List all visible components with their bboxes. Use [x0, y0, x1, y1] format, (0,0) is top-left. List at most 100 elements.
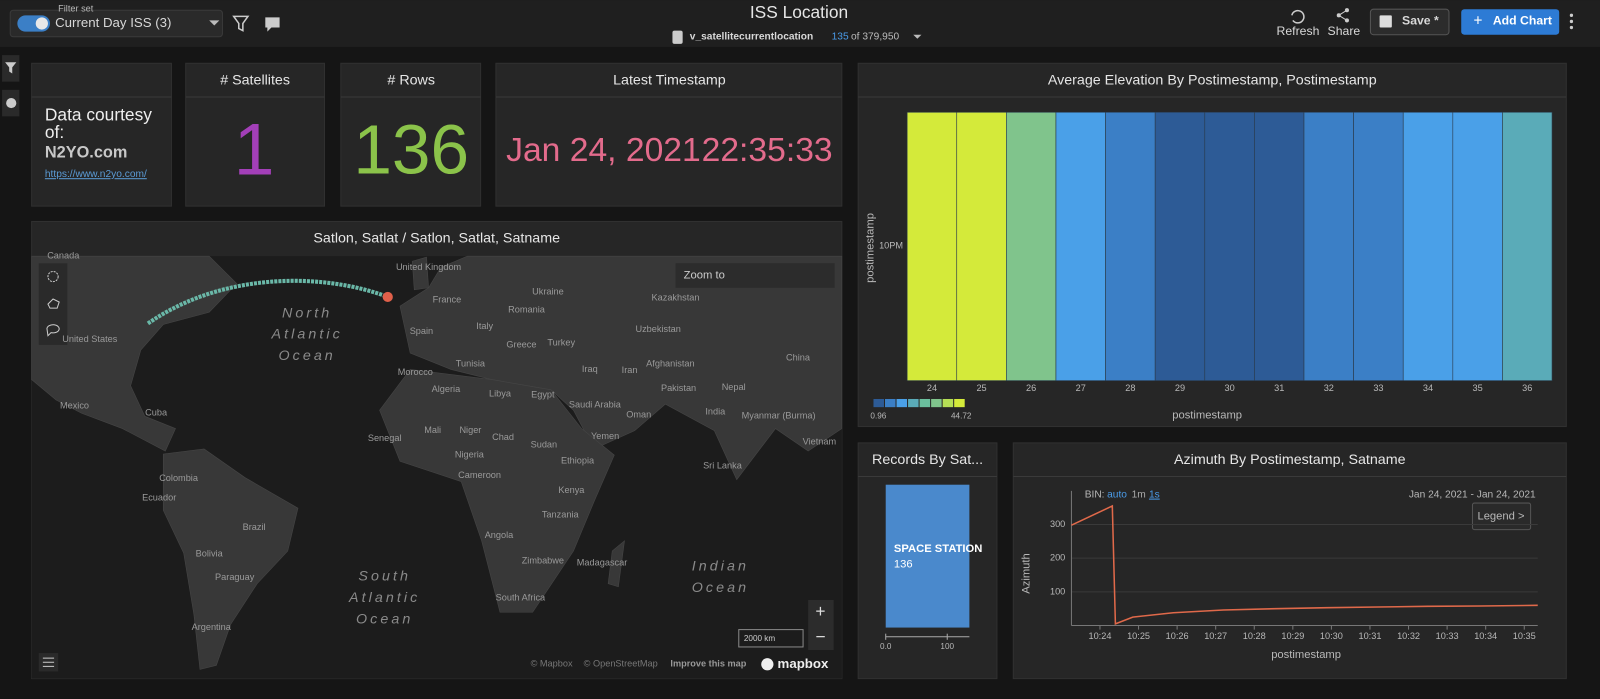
x-tick-label: 0.0 — [880, 642, 892, 651]
refresh-button[interactable]: Refresh — [1277, 24, 1320, 38]
azimuth-panel: Azimuth By Postimestamp, Satname BIN: auto… — [1012, 442, 1567, 680]
map-label: United Kingdom — [396, 262, 462, 272]
ocean-label: North Atlantic Ocean — [271, 305, 343, 364]
line-series — [1071, 504, 1538, 625]
toggle-knob — [35, 17, 48, 30]
x-tick-label: 10:27 — [1204, 631, 1227, 641]
heatmap-cell — [906, 111, 958, 381]
scale-bar — [738, 629, 804, 648]
heatmap-cell — [1452, 111, 1503, 381]
n2yo-link[interactable]: https://www.n2yo.com/ — [45, 169, 147, 180]
legend-toggle-icon — [42, 657, 55, 667]
zoom-in[interactable]: + — [815, 601, 825, 621]
bin-option[interactable]: auto — [1107, 490, 1127, 501]
iss-position[interactable] — [382, 291, 393, 303]
map-label: Ethiopia — [561, 456, 595, 466]
more-menu[interactable] — [1569, 13, 1574, 30]
card-title: # Rows — [387, 72, 435, 88]
circle-tool[interactable] — [47, 270, 59, 283]
map-label: Zimbabwe — [522, 556, 564, 566]
map-label: Sudan — [531, 439, 558, 449]
legend-min: 0.96 — [870, 411, 886, 420]
bin-label: BIN: — [1085, 490, 1105, 501]
ocean-label: Indian Ocean — [692, 558, 749, 595]
filter-set-name: Current Day ISS (3) — [55, 15, 171, 30]
timestamp-time: 22:35:33 — [702, 132, 833, 169]
zoom-to-label: Zoom to — [684, 269, 725, 281]
x-tick-label: 29 — [1175, 383, 1185, 393]
source-table[interactable]: v_satellitecurrentlocation — [690, 31, 813, 42]
x-tick-label: 10:24 — [1088, 631, 1111, 641]
map-label: Kazakhstan — [652, 292, 700, 302]
comment-icon[interactable] — [265, 17, 280, 32]
heatmap-cell — [956, 111, 1007, 381]
courtesy-text: Data courtesy of: — [44, 106, 152, 142]
scale-label: 2000 km — [744, 634, 775, 643]
zoom-to-box[interactable] — [675, 263, 835, 288]
map-label: Tunisia — [456, 359, 486, 369]
map-label: Cameroon — [458, 470, 501, 480]
x-tick-label: 32 — [1324, 383, 1334, 393]
map-label: Senegal — [368, 433, 402, 443]
x-axis-label: postimestamp — [1271, 649, 1341, 661]
bin-option[interactable]: 1s — [1149, 490, 1160, 501]
heatmap-cell — [1502, 111, 1553, 381]
heatmap-panel: Average Elevation By Postimestamp, Posti… — [857, 62, 1567, 428]
x-tick-label: 100 — [940, 642, 954, 651]
dropdown-arrow — [209, 20, 220, 26]
x-tick-label: 10:26 — [1166, 631, 1189, 641]
y-tick-label: 300 — [1050, 519, 1065, 529]
attribution[interactable]: © Mapbox — [531, 659, 573, 669]
save-label: Save * — [1402, 14, 1439, 28]
timestamp-date: Jan 24, 2021 — [506, 132, 701, 169]
card-title: Latest Timestamp — [613, 72, 726, 88]
add-chart-label: Add Chart — [1493, 14, 1552, 28]
heatmap-cell — [1154, 111, 1206, 381]
share-button[interactable]: Share — [1328, 24, 1361, 38]
chart-title: Average Elevation By Postimestamp, Posti… — [1048, 72, 1377, 88]
filter-set-label: Filter set — [58, 4, 94, 14]
attribution[interactable]: © OpenStreetMap — [584, 659, 658, 669]
x-tick-label: 10:32 — [1397, 631, 1420, 641]
satellites-value: 1 — [234, 108, 275, 191]
map-label: France — [433, 294, 462, 304]
heatmap-cell — [1254, 111, 1305, 381]
lasso-tool[interactable] — [46, 324, 60, 337]
legend-button[interactable] — [1471, 502, 1532, 531]
clear-filter-icon[interactable] — [232, 15, 250, 32]
map-label: Uzbekistan — [635, 324, 680, 334]
map-label: Cuba — [145, 408, 168, 418]
zoom-out[interactable]: − — [815, 626, 825, 646]
mapbox-logo: mapbox — [778, 656, 829, 671]
timestamp-card: Latest Timestamp Jan 24, 2021 22:35:33 — [495, 62, 843, 207]
legend-max: 44.72 — [951, 411, 972, 420]
map-label: Paraguay — [215, 572, 255, 582]
n2yo-logo: N2YO.com — [45, 143, 128, 161]
source-dropdown[interactable] — [913, 34, 922, 39]
satellites-card: # Satellites 1 — [185, 62, 325, 207]
bin-option[interactable]: 1m — [1132, 490, 1146, 501]
y-axis-label: Azimuth — [1020, 553, 1032, 594]
legend-swatch — [931, 398, 942, 408]
card-title: # Satellites — [220, 72, 290, 88]
draw-tools — [38, 263, 68, 345]
map-label: Libya — [489, 388, 512, 398]
add-chart-button[interactable] — [1461, 9, 1560, 35]
x-tick-label: 10:28 — [1243, 631, 1266, 641]
refresh-icon[interactable] — [1291, 9, 1305, 24]
legend-swatch — [873, 398, 884, 408]
x-tick-label: 10:30 — [1320, 631, 1343, 641]
polygon-tool[interactable] — [47, 298, 60, 309]
map-panel: Satlon, Satlat / Satlon, Satlat, Satname… — [31, 220, 843, 680]
bar — [885, 484, 970, 628]
dashboard-title: ISS Location — [750, 2, 848, 22]
share-icon[interactable] — [1336, 8, 1349, 23]
x-tick-label: 10:29 — [1281, 631, 1304, 641]
x-tick-label: 30 — [1224, 383, 1234, 393]
x-tick-label: 31 — [1274, 383, 1284, 393]
map-label: Bolivia — [196, 549, 224, 559]
date-range: Jan 24, 2021 - Jan 24, 2021 — [1409, 490, 1536, 501]
map-label: Canada — [47, 251, 80, 261]
attribution[interactable]: Improve this map — [670, 659, 746, 669]
filter-set-select[interactable] — [9, 9, 223, 38]
